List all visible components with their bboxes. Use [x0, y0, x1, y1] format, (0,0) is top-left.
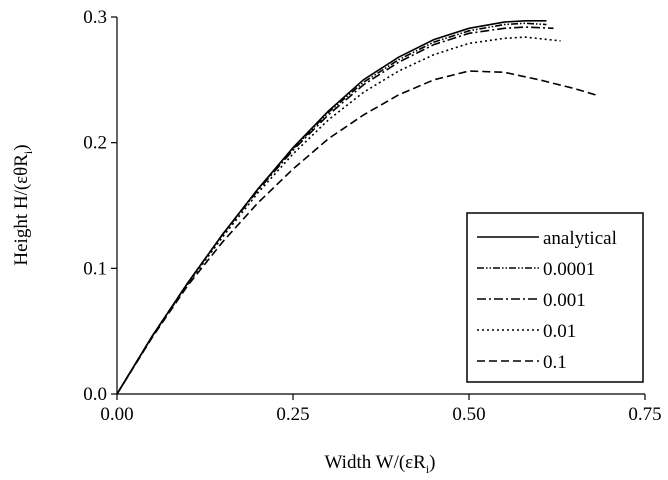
y-tick-label: 0.0 [83, 384, 107, 405]
series-line-0.001 [116, 26, 554, 395]
x-tick-label: 0.25 [276, 404, 309, 425]
x-tick-label: 0.00 [100, 404, 133, 425]
legend-label: 0.001 [543, 290, 586, 311]
legend-label: 0.0001 [543, 259, 595, 280]
axes: 0.00 0.25 0.50 0.75 0.0 0.1 0.2 0.3 [83, 7, 661, 425]
x-axis-title: Width W/(εRi) [325, 452, 436, 476]
series-line-0.1 [116, 70, 596, 395]
y-tick-label: 0.3 [83, 7, 107, 28]
legend-label: analytical [543, 228, 617, 249]
legend-label: 0.1 [543, 352, 567, 373]
x-tick-label: 0.75 [628, 404, 661, 425]
y-tick-label: 0.2 [83, 133, 107, 154]
y-tick-label: 0.1 [83, 258, 107, 279]
y-axis-title: Height H/(εθRi) [11, 144, 35, 265]
legend-box [466, 212, 644, 383]
x-tick-label: 0.50 [452, 404, 485, 425]
legend: analytical 0.0001 0.001 0.01 0.1 [466, 212, 644, 383]
legend-label: 0.01 [543, 321, 576, 342]
plot-area [116, 19, 596, 395]
